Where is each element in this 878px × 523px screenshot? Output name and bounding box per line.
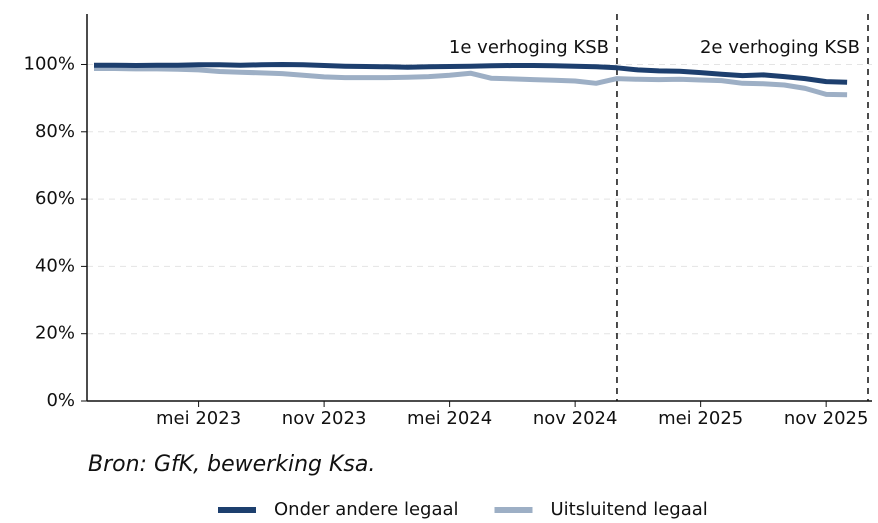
y-tick-label: 60% [35,188,75,209]
x-tick-label: nov 2024 [533,408,618,429]
legend-label: Uitsluitend legaal [551,499,708,520]
source: Bron: GfK, bewerking Ksa. [88,452,375,477]
y-tick-label: 0% [46,390,75,411]
legend-label: Onder andere legaal [274,499,459,520]
y-tick-label: 100% [24,53,75,74]
series-line [94,66,848,98]
x-tick-label: mei 2023 [156,408,241,429]
x-tick-label: nov 2023 [282,408,367,429]
x-tick-label: mei 2025 [658,408,743,429]
y-tick-label: 40% [35,255,75,276]
event-label: 2e verhoging KSB [700,37,860,58]
y-tick-label: 20% [35,323,75,344]
x-tick-label: nov 2025 [784,408,869,429]
y-tick-label: 80% [35,121,75,142]
x-tick-label: mei 2024 [407,408,492,429]
event-label: 1e verhoging KSB [449,37,609,58]
series-line [94,62,848,85]
